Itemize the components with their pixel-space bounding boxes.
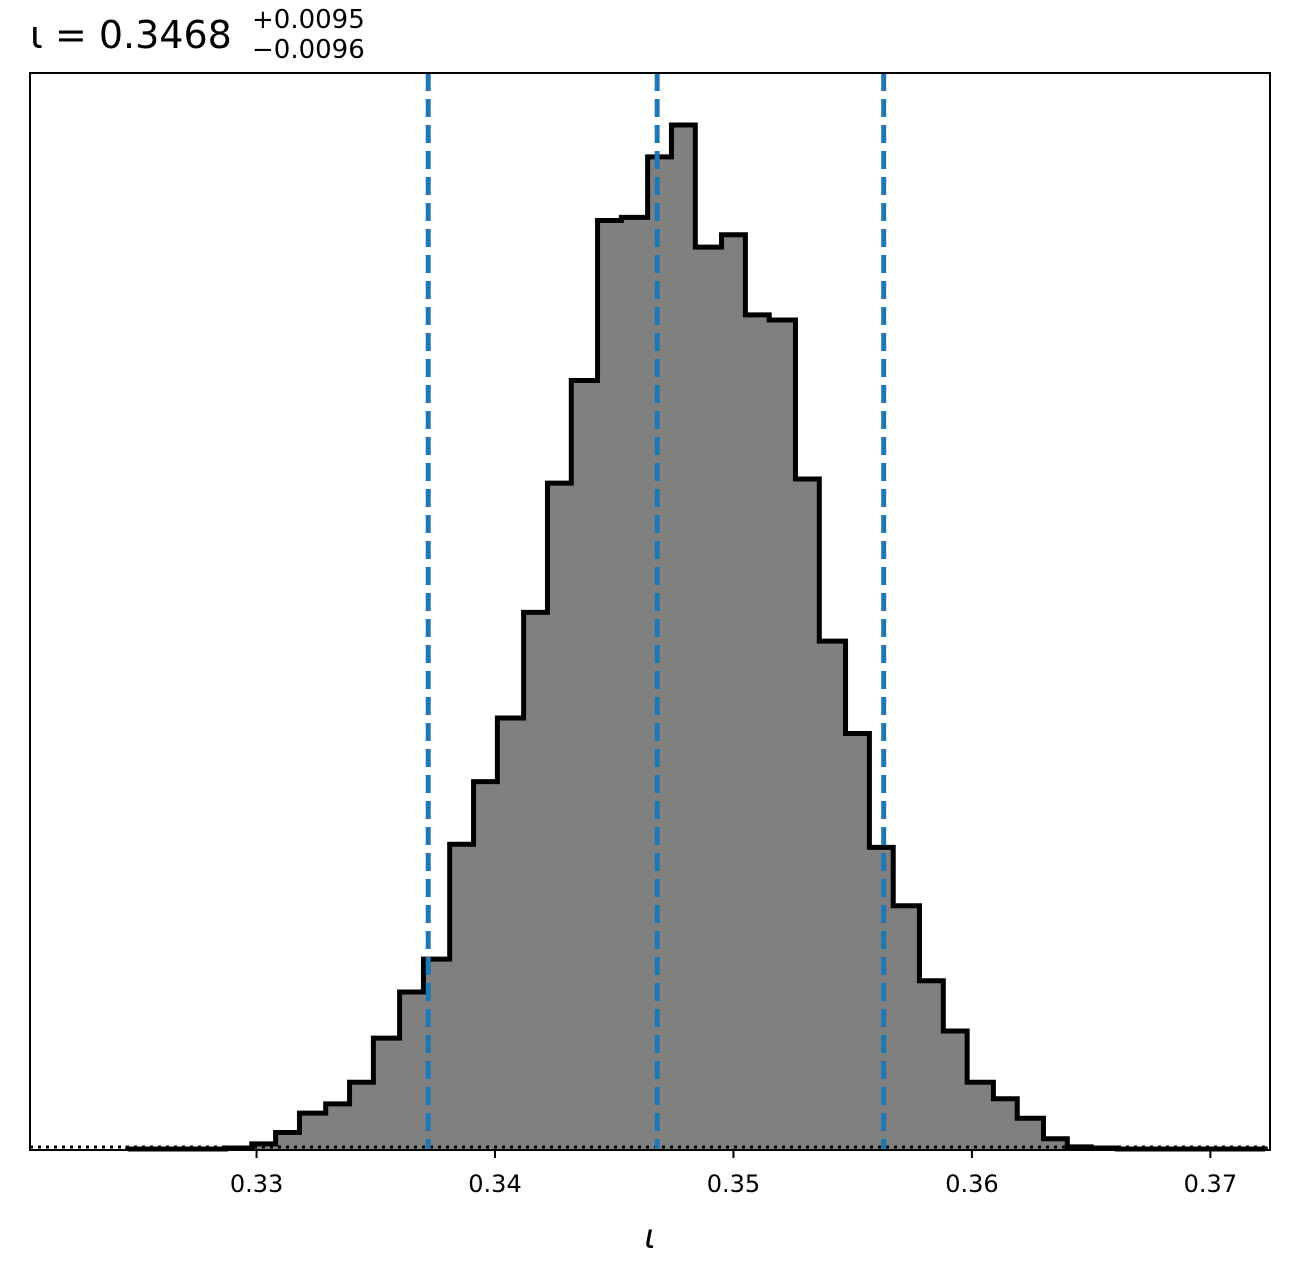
plot-area [30, 73, 1270, 1152]
title-value: 0.3468 [99, 13, 232, 57]
histogram-bar [795, 478, 820, 1151]
axes-frame [29, 72, 1271, 1151]
title-equals: = [43, 13, 99, 57]
histogram-bar [325, 1103, 351, 1150]
x-tick-label: 0.36 [945, 1170, 998, 1198]
histogram-bar [721, 234, 746, 1151]
histogram-bar [745, 314, 770, 1150]
histogram-bar [671, 125, 696, 1150]
histogram-bar [597, 220, 622, 1151]
histogram-bar [399, 991, 425, 1150]
chart-title: ι = 0.3468 [30, 13, 232, 57]
x-tick-label: 0.37 [1184, 1170, 1237, 1198]
x-axis-label: ι [644, 1217, 656, 1257]
histogram-bar [695, 247, 723, 1150]
histogram-bar [967, 1082, 994, 1150]
histogram-bar [473, 781, 498, 1150]
histogram-outline [125, 122, 1268, 1152]
histogram-bar [349, 1082, 374, 1150]
histogram-bar [919, 980, 944, 1150]
histogram-bar [621, 217, 649, 1151]
histogram-bar [523, 612, 549, 1150]
x-tick-label: 0.33 [230, 1170, 283, 1198]
x-tick-label: 0.35 [707, 1170, 760, 1198]
histogram-bar [373, 1038, 401, 1150]
title-plus-error: +0.0095 [252, 5, 365, 35]
histogram-bar [1017, 1118, 1045, 1150]
histogram-bar [647, 156, 673, 1150]
title-minus-error: −0.0096 [252, 35, 365, 65]
histogram-bar [547, 483, 572, 1151]
histogram-bar [299, 1113, 327, 1150]
histogram-bar [275, 1132, 301, 1150]
x-axis-ticks: 0.33 0.34 0.35 0.36 0.37 [230, 1150, 1237, 1198]
histogram-bar [993, 1098, 1018, 1150]
histogram-bar [449, 844, 475, 1150]
title-symbol: ι [30, 13, 43, 57]
histogram-bar [845, 733, 870, 1150]
x-tick-label: 0.34 [468, 1170, 521, 1198]
histogram-bar [769, 319, 797, 1150]
histogram-bar [893, 905, 921, 1150]
histogram-bar [943, 1030, 968, 1150]
histogram-bar [497, 718, 525, 1150]
histogram-bar [1043, 1138, 1068, 1150]
histogram-bar [819, 641, 847, 1150]
histogram-bar [571, 380, 599, 1150]
